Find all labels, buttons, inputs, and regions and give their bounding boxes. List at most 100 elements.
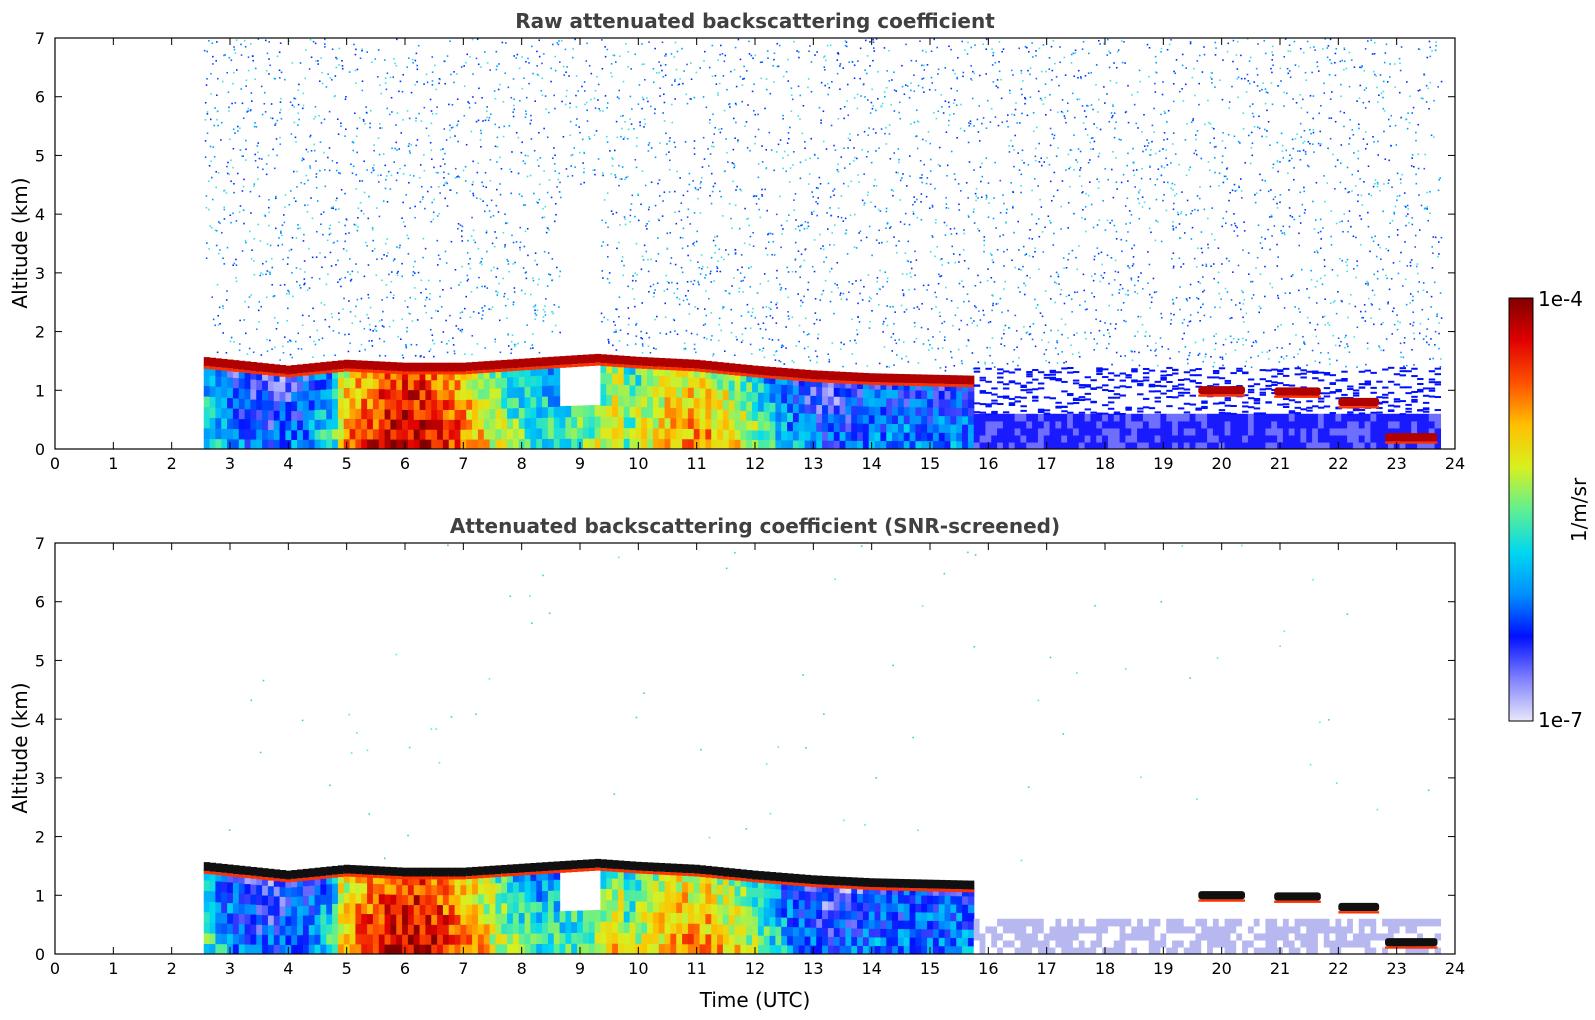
noise-point: [249, 230, 251, 233]
noise-point: [758, 198, 760, 200]
layer-top-band: [664, 367, 672, 371]
heatmap-cell: [291, 420, 298, 431]
layer-top-band: [448, 362, 456, 372]
noise-point: [898, 111, 901, 114]
heatmap-cell: [734, 390, 742, 401]
heatmap-cell: [425, 409, 432, 420]
noise-point: [431, 201, 433, 204]
noise-point: [371, 61, 373, 63]
heatmap-cell: [967, 415, 975, 425]
noise-point: [1014, 314, 1017, 317]
heatmap-cell: [944, 432, 952, 442]
noise-point: [873, 185, 875, 187]
noise-point: [233, 48, 236, 51]
noise-point: [542, 53, 545, 55]
noise-point: [641, 170, 644, 173]
heatmap-cell: [332, 428, 339, 440]
noise-point: [683, 70, 685, 72]
noise-point: [830, 214, 832, 217]
noise-point: [992, 304, 994, 307]
noise-point: [359, 201, 362, 204]
heatmap-cell: [582, 416, 590, 428]
heatmap-cell: [279, 429, 287, 440]
noise-point: [235, 280, 238, 283]
noise-point: [386, 200, 389, 203]
noise-point: [797, 250, 800, 252]
noise-point: [424, 299, 427, 301]
noise-point: [970, 46, 973, 49]
noise-point: [494, 338, 497, 341]
heatmap-cell: [495, 377, 502, 389]
noise-point: [1039, 198, 1041, 201]
noise-point: [1017, 364, 1019, 367]
noise-point: [623, 136, 626, 139]
noise-point: [618, 97, 620, 100]
noise-point: [1073, 134, 1075, 136]
noise-point: [657, 237, 659, 239]
noise-point: [402, 119, 404, 121]
noise-point: [404, 344, 407, 346]
heatmap-cell: [810, 404, 817, 414]
noise-point: [741, 100, 744, 103]
noise-point: [327, 73, 329, 75]
noise-point: [1015, 102, 1017, 104]
heatmap-cell: [1020, 396, 1027, 399]
noise-point: [257, 223, 260, 226]
noise-point: [813, 239, 816, 241]
noise-point: [939, 367, 942, 369]
noise-point: [371, 227, 374, 229]
noise-point: [1010, 69, 1013, 72]
heatmap-cell: [635, 427, 642, 439]
heatmap-cell: [962, 399, 969, 409]
heatmap-cell: [1008, 403, 1016, 406]
noise-point: [777, 65, 780, 68]
heatmap-cell: [839, 396, 847, 406]
noise-point: [245, 85, 247, 87]
heatmap-cell: [512, 376, 520, 388]
heatmap-cell: [314, 419, 322, 430]
noise-point: [977, 197, 979, 199]
noise-point: [1085, 230, 1087, 233]
noise-point: [470, 291, 473, 293]
noise-point: [206, 113, 209, 115]
noise-point: [652, 67, 655, 70]
noise-point: [1098, 152, 1101, 155]
noise-point: [875, 38, 878, 40]
noise-point: [412, 61, 414, 64]
layer-top-band: [343, 368, 351, 372]
noise-point: [900, 304, 903, 307]
noise-point: [423, 356, 425, 358]
noise-point: [534, 100, 537, 102]
noise-point: [765, 306, 768, 308]
noise-point: [515, 131, 518, 134]
noise-point: [297, 347, 300, 350]
heatmap-cell: [507, 438, 514, 449]
noise-point: [348, 232, 350, 234]
heatmap-cell: [530, 396, 537, 408]
layer-top-band: [822, 379, 829, 383]
noise-point: [456, 124, 458, 127]
noise-point: [444, 197, 446, 200]
noise-point: [363, 213, 365, 215]
heatmap-cell: [973, 420, 981, 429]
noise-point: [751, 353, 753, 355]
noise-point: [425, 288, 427, 291]
heatmap-cell: [792, 385, 800, 395]
heatmap-cell: [1067, 394, 1074, 397]
noise-point: [735, 336, 737, 338]
noise-point: [490, 269, 493, 272]
heatmap-cell: [717, 419, 724, 430]
noise-point: [506, 317, 508, 319]
noise-point: [366, 245, 368, 247]
noise-point: [741, 333, 744, 336]
noise-point: [916, 147, 919, 150]
noise-point: [928, 88, 931, 91]
noise-point: [482, 310, 484, 312]
noise-point: [402, 221, 405, 223]
noise-point: [1112, 151, 1114, 153]
heatmap-cell: [967, 407, 975, 417]
heatmap-cell: [1037, 434, 1045, 443]
noise-point: [1069, 149, 1072, 151]
noise-point: [968, 124, 971, 127]
noise-point: [461, 240, 464, 242]
